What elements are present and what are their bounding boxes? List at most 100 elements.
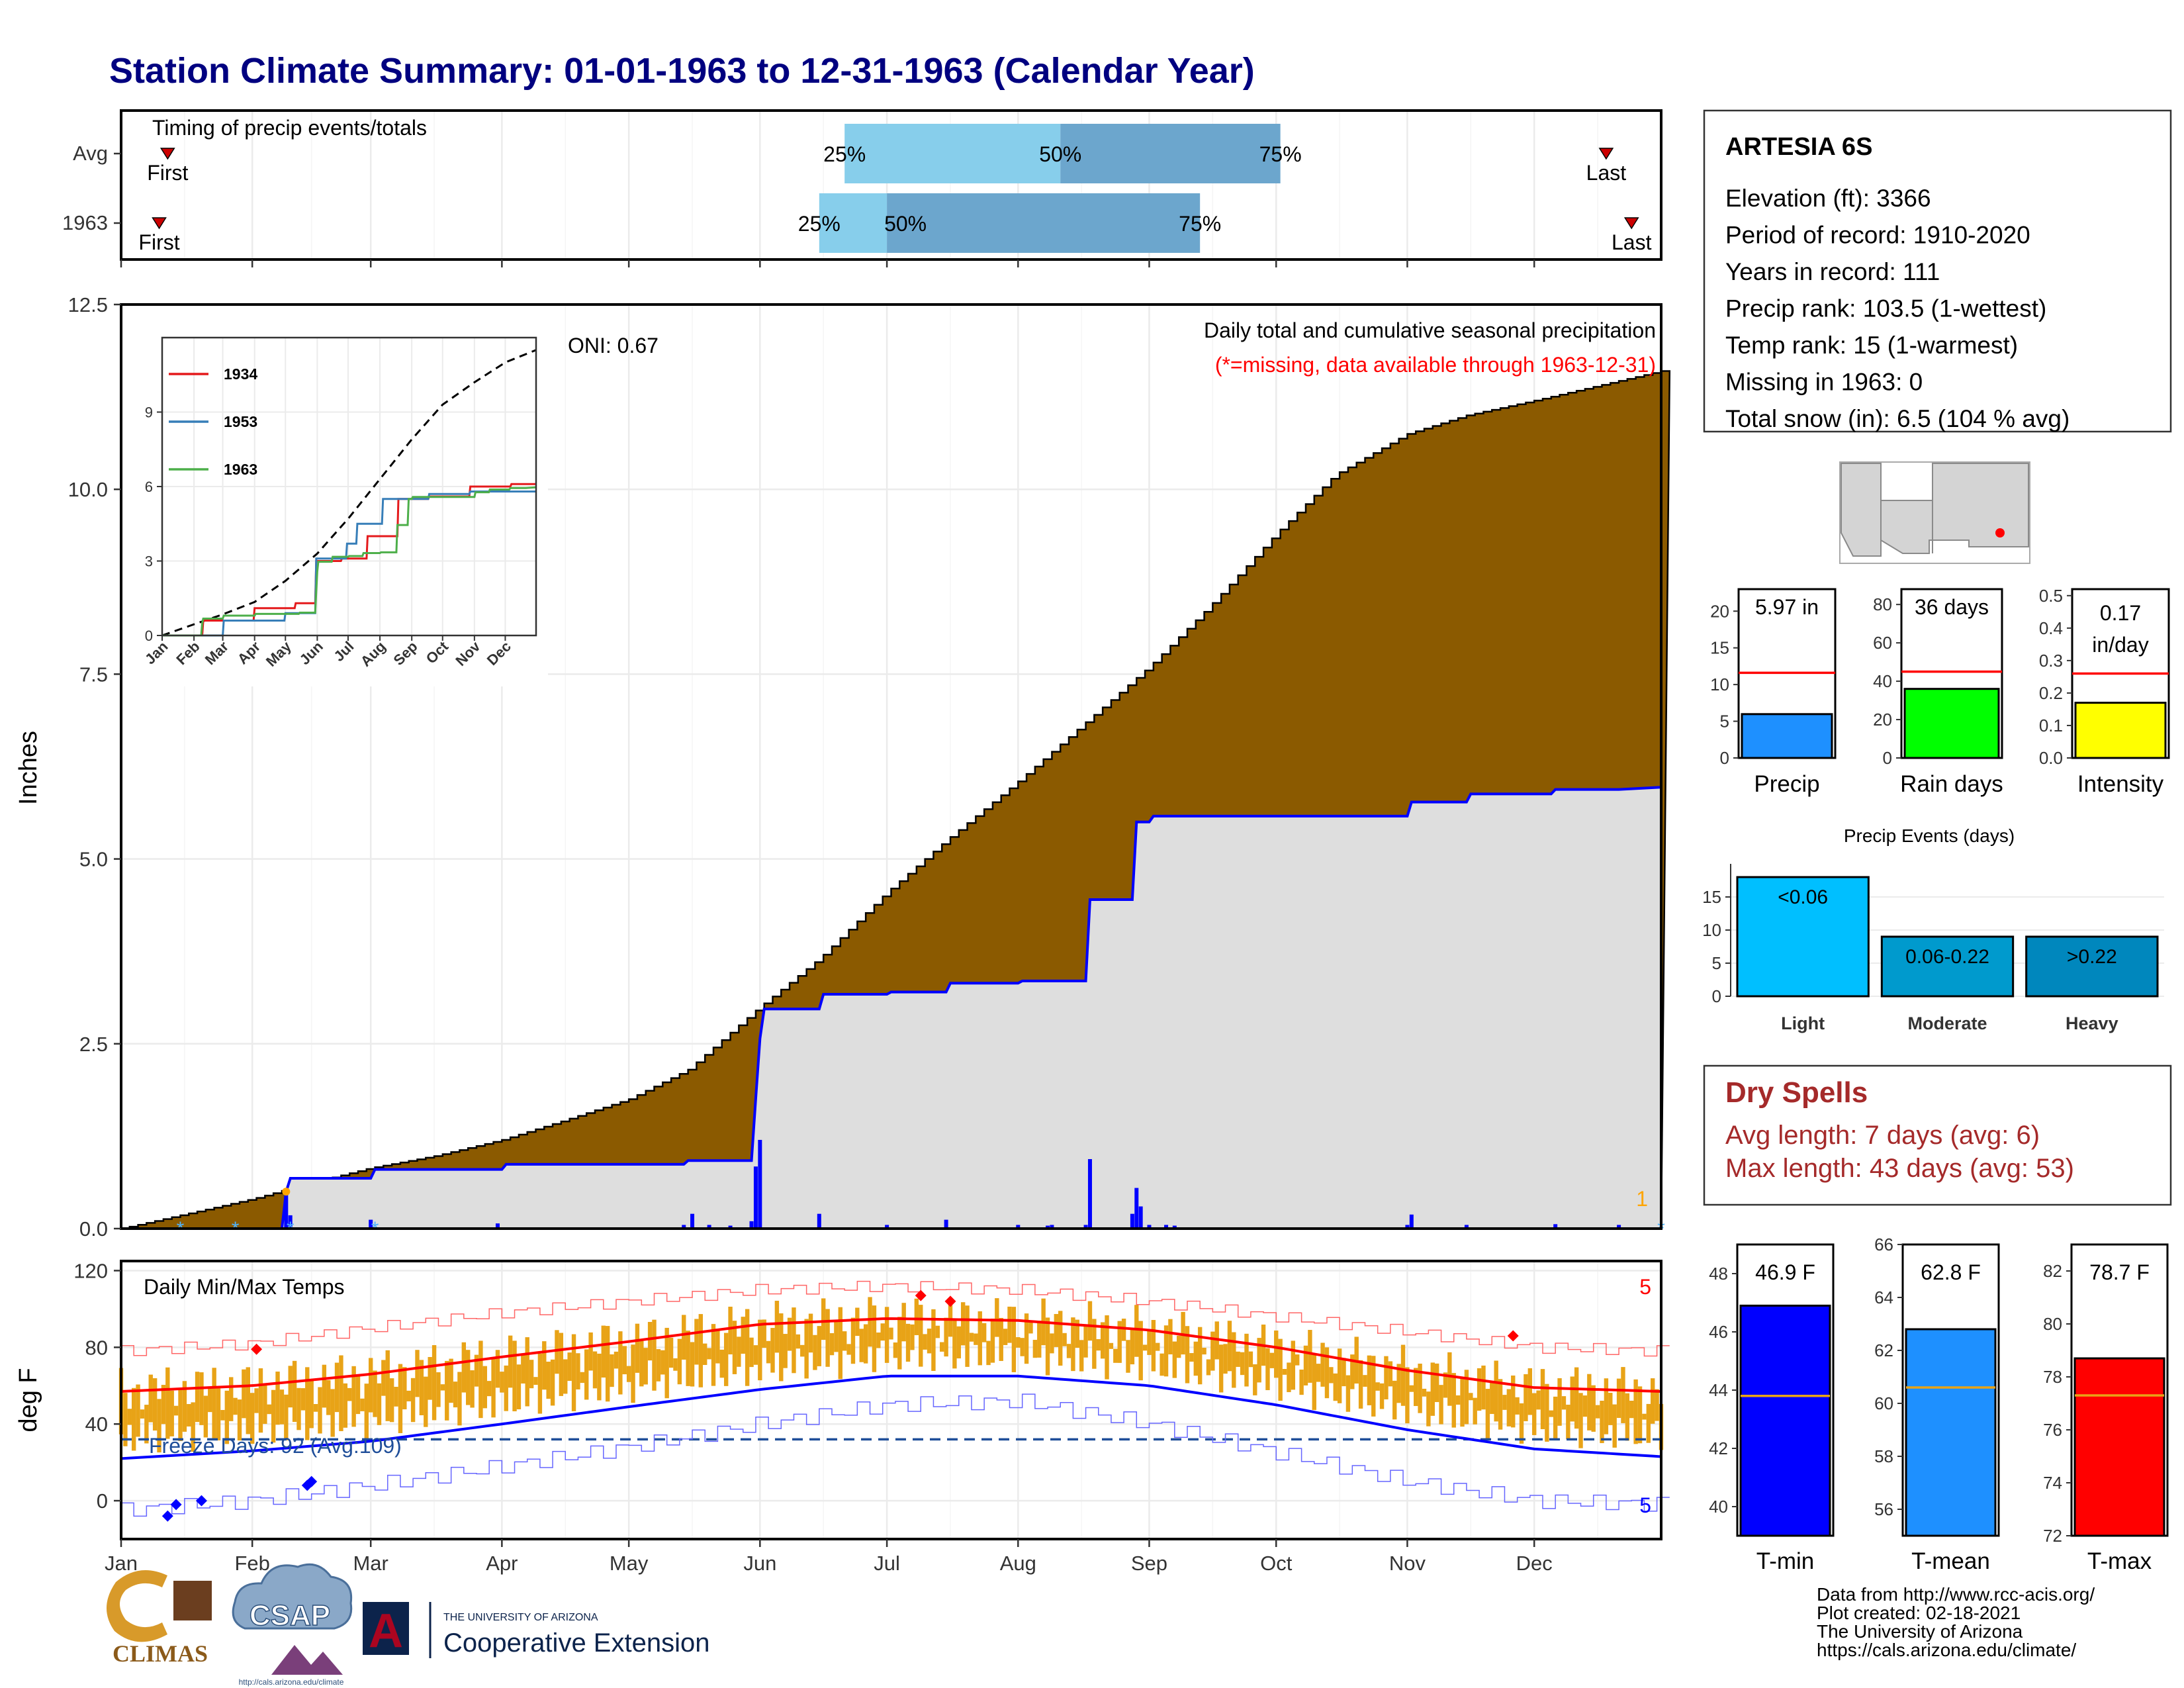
daily-precip-bar bbox=[682, 1225, 686, 1229]
temp-summary-ytick-label: 56 bbox=[1874, 1499, 1893, 1519]
temp-range-bar bbox=[563, 1359, 568, 1394]
timing-p50-label: 50% bbox=[1039, 142, 1081, 166]
temp-range-bar bbox=[500, 1372, 504, 1393]
temp-range-bar bbox=[1075, 1319, 1079, 1348]
month-label: Dec bbox=[1516, 1552, 1553, 1575]
temp-range-bar bbox=[652, 1319, 657, 1391]
csap-wordmark: CSAP bbox=[250, 1599, 330, 1632]
temp-range-bar bbox=[981, 1323, 987, 1342]
temp-range-bar bbox=[334, 1362, 340, 1413]
temp-range-bar bbox=[821, 1298, 826, 1340]
temp-range-bar bbox=[1524, 1374, 1528, 1421]
temp-range-bar bbox=[622, 1346, 627, 1375]
temp-range-bar bbox=[482, 1366, 487, 1409]
temp-range-bar bbox=[1345, 1375, 1351, 1412]
temp-range-bar bbox=[516, 1364, 522, 1410]
temp-range-bar bbox=[978, 1311, 982, 1366]
temp-range-bar bbox=[588, 1332, 593, 1371]
temp-range-bar bbox=[212, 1368, 216, 1439]
temp-range-bar bbox=[1447, 1352, 1452, 1406]
climas-wordmark: CLIMAS bbox=[113, 1640, 208, 1667]
temp-summary-ytick-label: 82 bbox=[2043, 1261, 2062, 1281]
temp-range-bar bbox=[580, 1372, 585, 1383]
temp-range-bar bbox=[330, 1389, 335, 1437]
temp-range-bar bbox=[905, 1323, 911, 1362]
temp-range-bar bbox=[199, 1372, 204, 1425]
events-category-label: Moderate bbox=[1907, 1013, 1987, 1033]
events-title: Precip Events (days) bbox=[1844, 825, 2015, 846]
temp-summary-ytick-label: 40 bbox=[1709, 1497, 1728, 1517]
daily-precip-bar bbox=[749, 1221, 754, 1229]
precip-ylabel: Inches bbox=[15, 731, 42, 805]
page-title: Station Climate Summary: 01-01-1963 to 1… bbox=[109, 51, 1255, 91]
temp-range-bar bbox=[1189, 1353, 1194, 1362]
temp-range-bar bbox=[592, 1351, 598, 1389]
daily-precip-bar bbox=[1138, 1206, 1143, 1229]
daily-precip-bar bbox=[1134, 1188, 1139, 1229]
temp-range-bar bbox=[969, 1333, 974, 1342]
temp-summary-value-label: 78.7 F bbox=[2089, 1260, 2150, 1284]
temp-range-bar bbox=[389, 1378, 394, 1423]
temp-range-bar bbox=[1100, 1322, 1105, 1359]
temp-range-bar bbox=[309, 1380, 314, 1429]
station-info-line: Precip rank: 103.5 (1-wettest) bbox=[1725, 295, 2046, 322]
temp-range-bar bbox=[1092, 1319, 1097, 1369]
daily-precip-bar bbox=[817, 1213, 821, 1229]
temp-range-bar bbox=[1350, 1354, 1355, 1389]
temp-range-bar bbox=[601, 1325, 606, 1378]
temp-range-bar bbox=[1553, 1396, 1558, 1440]
temp-range-bar bbox=[1557, 1378, 1562, 1426]
temp-range-bar bbox=[745, 1309, 750, 1386]
temp-range-bar bbox=[1439, 1385, 1443, 1425]
location-map bbox=[1839, 461, 2030, 564]
temp-range-bar bbox=[1244, 1333, 1249, 1387]
temp-summary-ytick-label: 44 bbox=[1709, 1380, 1728, 1400]
events-bar-label: 0.06-0.22 bbox=[1905, 946, 1989, 968]
temp-ytick-label: 40 bbox=[85, 1413, 108, 1436]
ua-letter: A bbox=[369, 1605, 403, 1658]
temp-range-bar bbox=[1130, 1329, 1135, 1365]
temp-range-bar bbox=[478, 1340, 483, 1419]
temp-range-bar bbox=[432, 1345, 437, 1421]
temp-range-bar bbox=[1506, 1389, 1512, 1427]
precip-events-chart: Precip Events (days) 0 5 10 15 <0.06 Light 0.0… bbox=[1702, 825, 2164, 1033]
temp-panel: 0 40 80 120 Daily Min/Max Temps Freeze Days… bbox=[15, 1259, 1670, 1575]
temp-range-bar bbox=[940, 1342, 944, 1352]
temp-summary-ytick-label: 80 bbox=[2043, 1314, 2062, 1334]
temp-range-bar bbox=[1536, 1390, 1541, 1410]
month-label: Aug bbox=[1000, 1552, 1036, 1575]
temp-range-bar bbox=[1418, 1364, 1422, 1413]
temp-range-bar bbox=[559, 1333, 564, 1396]
temp-range-bar bbox=[542, 1341, 547, 1390]
temp-range-bar bbox=[846, 1344, 851, 1355]
temp-summary-ytick-label: 64 bbox=[1874, 1288, 1893, 1307]
temp-range-bar bbox=[999, 1317, 1003, 1361]
temp-range-bar bbox=[1045, 1317, 1050, 1376]
precip-ytick-label: 0.0 bbox=[79, 1217, 108, 1241]
map-states bbox=[1841, 463, 2029, 557]
temp-range-bar bbox=[1367, 1355, 1372, 1405]
precip-ytick-label: 2.5 bbox=[79, 1033, 108, 1056]
temp-range-bar bbox=[1477, 1368, 1482, 1411]
inset-ytick-label: 9 bbox=[145, 404, 153, 421]
events-ytick-label: 0 bbox=[1712, 986, 1721, 1006]
temp-range-bar bbox=[1379, 1383, 1385, 1409]
events-category-label: Heavy bbox=[2066, 1013, 2118, 1033]
temp-range-bar bbox=[1469, 1393, 1473, 1401]
events-bar bbox=[2025, 935, 2159, 998]
temp-range-bar bbox=[470, 1370, 475, 1408]
temp-range-bar bbox=[1105, 1315, 1109, 1380]
daily-precip-bar bbox=[1147, 1225, 1152, 1229]
daily-precip-bar bbox=[753, 1166, 758, 1229]
temp-range-bar bbox=[1633, 1379, 1638, 1444]
timing-row-label: Avg bbox=[73, 142, 108, 165]
daily-precip-bar bbox=[758, 1139, 762, 1229]
daily-precip-bar bbox=[1083, 1225, 1088, 1229]
temp-range-bar bbox=[410, 1378, 416, 1423]
temp-range-bar bbox=[173, 1405, 179, 1416]
temp-range-bar bbox=[1024, 1313, 1029, 1364]
temp-range-bar bbox=[766, 1340, 771, 1364]
temp-range-bar bbox=[394, 1386, 398, 1407]
temp-range-bar bbox=[1113, 1348, 1118, 1363]
station-info-box: ARTESIA 6S Elevation (ft): 3366 Period of… bbox=[1703, 109, 2172, 433]
